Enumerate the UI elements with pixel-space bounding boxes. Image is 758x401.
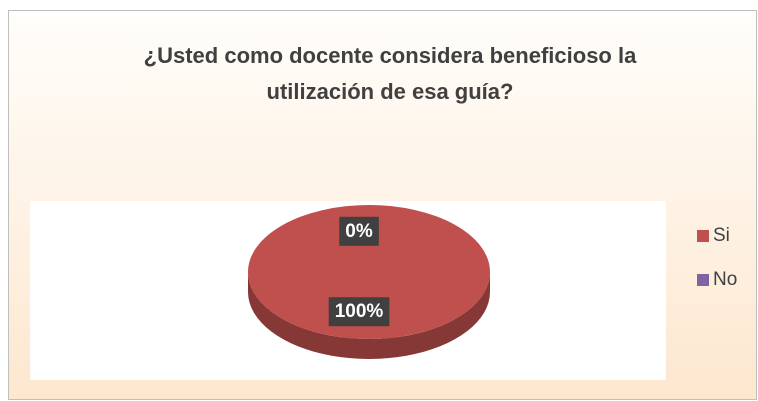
data-label: 0% [345, 221, 373, 242]
legend-label: Si [713, 225, 730, 246]
data-label-box [328, 297, 390, 327]
pie-side [248, 272, 490, 359]
chart-title: ¿Usted como docente considera beneficios… [143, 43, 637, 104]
legend-swatch [697, 274, 709, 286]
legend-swatch [697, 230, 709, 242]
data-label-box [339, 216, 379, 246]
data-label: 100% [335, 301, 384, 322]
legend-label: No [713, 269, 737, 290]
pie-slice [248, 205, 490, 339]
